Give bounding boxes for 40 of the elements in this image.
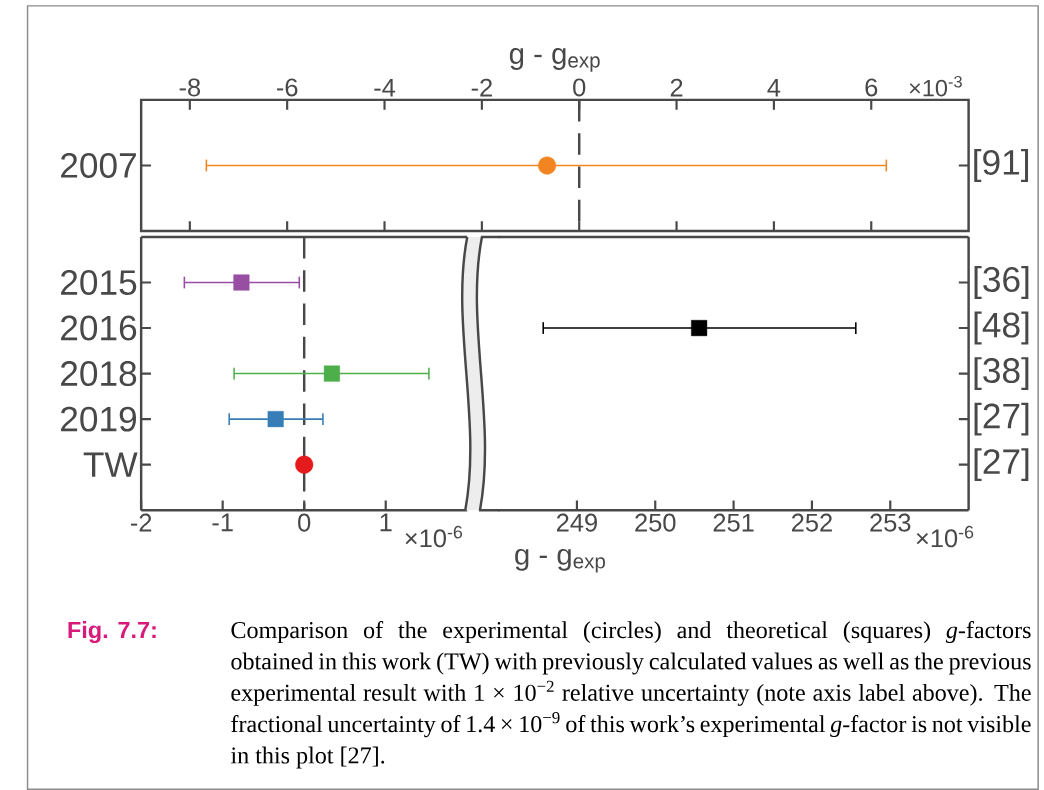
x-tick-label: -6: [276, 78, 298, 97]
y-tick-label: TW: [83, 452, 138, 477]
x-tick-label: -2: [130, 513, 152, 532]
x-tick-label: 4: [767, 78, 781, 97]
y-tick-label: 2015: [61, 269, 137, 295]
x-tick-label: 251: [713, 513, 754, 532]
point: [323, 365, 340, 382]
x-tick-label: 0: [573, 78, 586, 97]
point: [295, 455, 314, 474]
y-tick-label: 2018: [61, 360, 137, 386]
x-tick-label: -8: [179, 78, 201, 97]
x-tick-label: 252: [791, 513, 832, 532]
x-tick-label: -1: [212, 513, 233, 532]
point: [267, 410, 284, 428]
x-tick-label: 6: [865, 78, 878, 97]
x-tick-label: 1: [380, 513, 392, 532]
text: ×10$^{-6}$: [405, 525, 463, 548]
x-tick-label: 0: [298, 513, 311, 532]
x-tick-label: -2: [471, 78, 492, 97]
y-tick-label: 2019: [61, 406, 137, 432]
y-tick-label: [48]: [974, 311, 1029, 345]
x-tick-label: 2: [670, 78, 683, 97]
y-tick-label: 2016: [61, 315, 137, 341]
caption: Fig. 7.7:: [68, 620, 156, 643]
x-axis-title: g - g$_{exp}$: [515, 548, 606, 573]
text: Comparison of the experimental (circles) and theoretical (squares) g-factors obtained in this work (TW) with previously calculated values as well as the previous experimental result with 1 × 10$^{−2}$ relative uncertainty (note axis label above). The fractional uncertainty of 1.4 × 10$^{−9}$ of this work’s experimental g-factor is not visible in this plot [27].: [230, 620, 1031, 769]
text: ×10$^{-3}$: [909, 75, 962, 97]
text: [91]: [974, 148, 1029, 182]
y-tick-label: [36]: [974, 265, 1029, 299]
x-tick-label: 250: [635, 513, 676, 532]
text: ×10$^{-6}$: [916, 525, 974, 548]
x-axis-title: g - g$_{exp}$: [509, 47, 600, 72]
y-tick-label: [27]: [974, 448, 1029, 481]
x-tick-label: 253: [870, 513, 911, 532]
point: [233, 274, 250, 291]
y-tick-label: [27]: [974, 402, 1029, 436]
x-tick-label: 249: [556, 513, 597, 532]
x-tick-label: -4: [374, 78, 396, 97]
y-tick-label: [38]: [974, 357, 1029, 390]
y-tick-label: 2007: [61, 152, 136, 178]
